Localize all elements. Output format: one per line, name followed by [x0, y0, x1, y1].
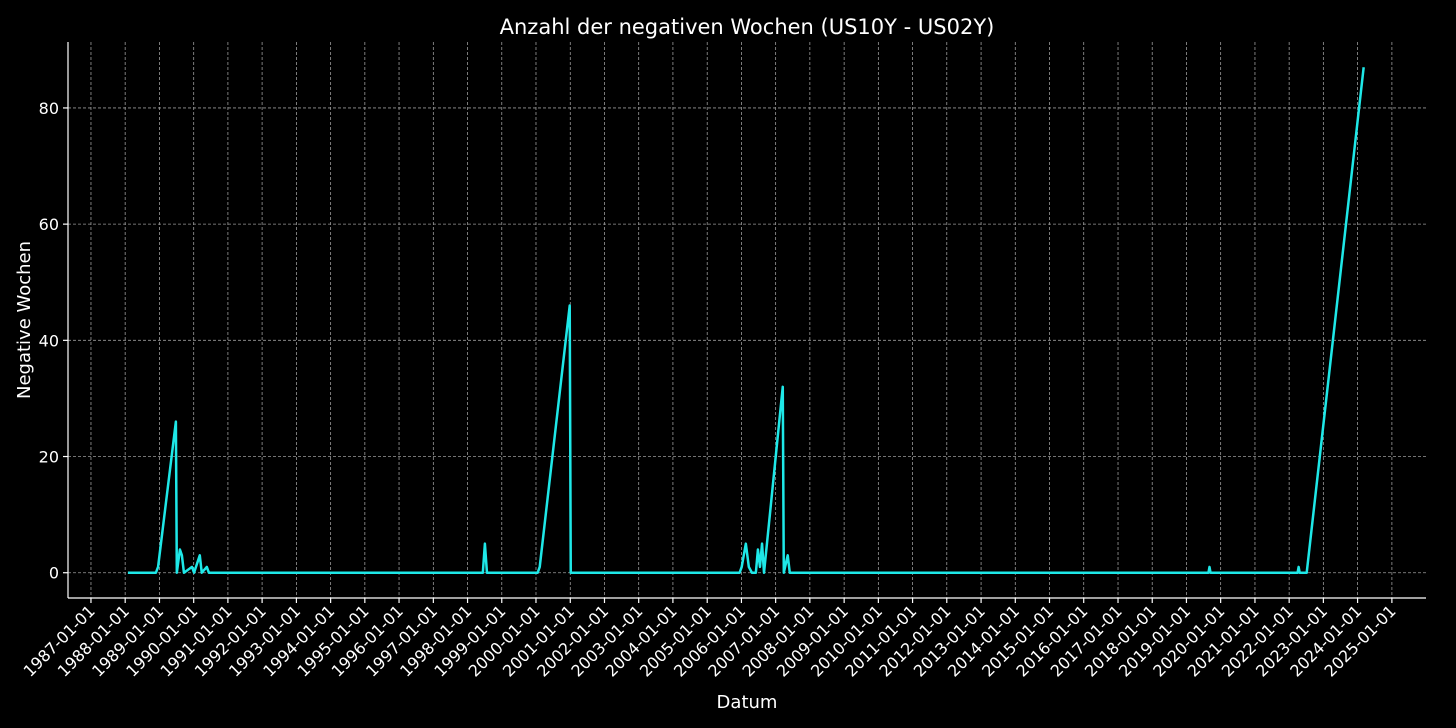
x-axis-label: Datum	[717, 692, 778, 713]
y-tick-label: 20	[39, 448, 59, 467]
y-tick-label: 0	[49, 564, 59, 583]
y-axis-label: Negative Wochen	[14, 241, 35, 399]
chart-title: Anzahl der negativen Wochen (US10Y - US0…	[500, 15, 995, 39]
y-tick-label: 40	[39, 331, 59, 350]
y-tick-label: 60	[39, 215, 59, 234]
data-line	[127, 67, 1365, 574]
y-tick-label: 80	[39, 99, 59, 118]
